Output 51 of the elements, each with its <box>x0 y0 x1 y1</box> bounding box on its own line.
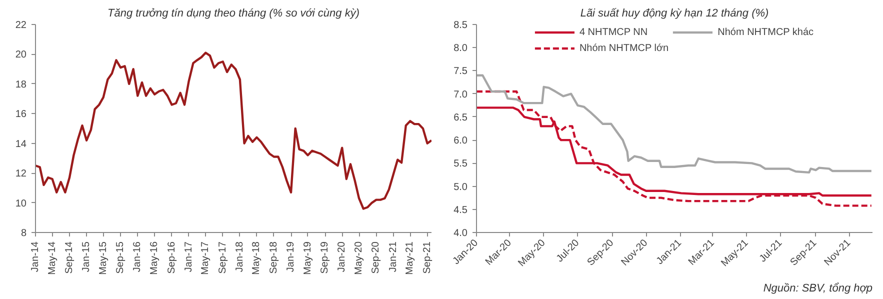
legend-label: Nhóm NHTMCP lớn <box>579 42 669 54</box>
x-tick-label: Jan-16 <box>132 241 144 272</box>
x-tick-label: May-15 <box>98 241 109 275</box>
x-tick-label: Sep-15 <box>115 241 126 274</box>
chart-title: Lãi suất huy động kỳ hạn 12 tháng (%) <box>580 8 770 20</box>
y-tick-label: 16 <box>15 109 27 120</box>
x-tick-label: Sep-18 <box>268 241 280 274</box>
y-tick-label: 10 <box>15 198 27 210</box>
y-tick-label: 5.5 <box>454 158 468 170</box>
line-series <box>36 52 432 210</box>
y-tick-label: 6.0 <box>454 136 468 147</box>
y-tick-label: 4.0 <box>454 228 468 239</box>
x-tick-label: May-21 <box>404 241 416 275</box>
y-tick-label: 8.5 <box>454 20 468 31</box>
x-tick-label: Jan-21 <box>388 241 399 272</box>
line-series <box>476 90 872 207</box>
y-tick-label: 8 <box>20 228 27 239</box>
x-tick-label: Jan-14 <box>30 241 41 272</box>
x-tick-label: Sep-21 <box>422 241 433 274</box>
x-tick-label: May-17 <box>200 241 212 275</box>
x-tick-label: Jan-20 <box>336 241 348 272</box>
x-tick-label: Jan-18 <box>234 241 246 272</box>
y-tick-label: 6.5 <box>454 112 468 124</box>
x-tick-label: May-18 <box>251 241 262 275</box>
legend-label: Nhóm NHTMCP khác <box>718 26 814 38</box>
x-tick-label: Jan-17 <box>183 241 194 272</box>
y-tick-label: 7.0 <box>454 89 468 100</box>
y-tick-label: 5.0 <box>454 182 468 193</box>
y-tick-label: 22 <box>15 20 27 31</box>
x-tick-label: Sep-20 <box>370 241 382 274</box>
line-series <box>476 74 872 174</box>
x-tick-label: May-20 <box>354 241 365 275</box>
x-tick-label: May-19 <box>302 241 314 275</box>
x-tick-label: Sep-17 <box>217 241 228 274</box>
x-tick-label: Sep-14 <box>64 241 76 274</box>
x-tick-label: Sep-19 <box>320 241 331 274</box>
y-tick-label: 4.5 <box>454 204 468 216</box>
legend-label: 4 NHTMCP NN <box>579 26 648 38</box>
x-tick-label: Jan-19 <box>286 241 297 272</box>
y-tick-label: 14 <box>15 138 27 150</box>
chart-title: Tăng trưởng tín dụng theo tháng (% so với cùng kỳ) <box>107 8 360 20</box>
y-tick-label: 12 <box>15 168 27 180</box>
y-tick-label: 18 <box>15 79 27 90</box>
y-tick-label: 20 <box>15 50 27 61</box>
x-tick-label: May-14 <box>46 241 58 275</box>
y-tick-label: 7.5 <box>454 66 468 78</box>
text: Nguồn: SBV, tổng hợp <box>763 282 873 294</box>
x-tick-label: Jan-15 <box>81 241 92 272</box>
x-tick-label: May-16 <box>149 241 160 275</box>
x-tick-label: Sep-16 <box>166 241 178 274</box>
y-tick-label: 8.0 <box>454 43 468 54</box>
